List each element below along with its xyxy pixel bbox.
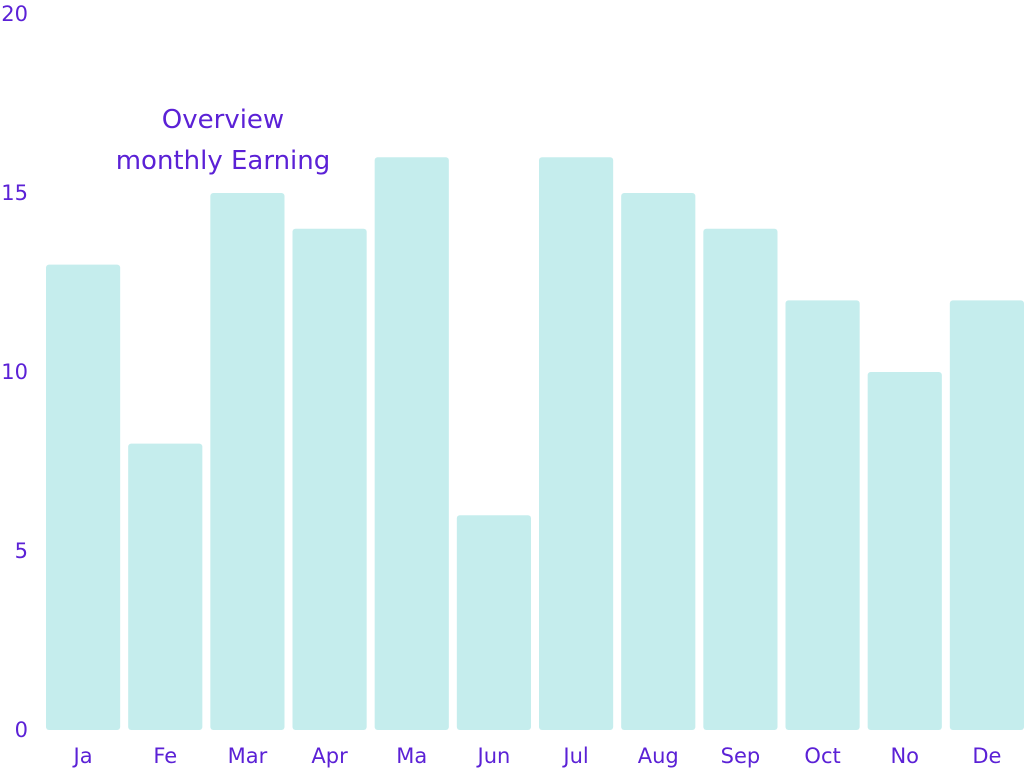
chart-title-line-1: Overview — [162, 105, 284, 135]
bar-jun — [456, 515, 531, 730]
y-tick-label-15: 15 — [1, 181, 28, 205]
x-tick-label-jun: Jun — [476, 744, 511, 768]
y-tick-label-20: 20 — [1, 2, 28, 26]
x-tick-label-aug: Aug — [638, 744, 679, 768]
bar-fe — [128, 443, 203, 730]
bar-apr — [292, 228, 367, 731]
x-tick-label-de: De — [972, 744, 1001, 768]
bar-aug — [621, 193, 696, 730]
chart-title: Overview monthly Earning — [116, 105, 331, 176]
x-tick-label-jul: Jul — [561, 744, 588, 768]
x-tick-label-ja: Ja — [72, 744, 93, 768]
x-axis-category-labels: Ja Fe Mar Apr Ma Jun Jul Aug Sep Oct No De — [72, 744, 1002, 768]
bar-oct — [785, 300, 860, 730]
y-tick-label-10: 10 — [1, 360, 28, 384]
bar-de — [949, 300, 1024, 730]
bars-layer — [46, 157, 1024, 731]
x-tick-label-sep: Sep — [721, 744, 761, 768]
x-tick-label-no: No — [890, 744, 919, 768]
x-tick-label-apr: Apr — [311, 744, 348, 768]
bar-sep — [703, 228, 778, 731]
bar-ja — [46, 264, 121, 730]
x-tick-label-oct: Oct — [804, 744, 840, 768]
y-tick-label-5: 5 — [15, 539, 28, 563]
bar-ma — [374, 157, 449, 730]
bar-no — [867, 372, 942, 730]
chart-title-line-2: monthly Earning — [116, 146, 331, 176]
y-tick-label-0: 0 — [15, 718, 28, 742]
x-tick-label-fe: Fe — [153, 744, 177, 768]
x-tick-label-ma: Ma — [396, 744, 427, 768]
bar-jul — [539, 157, 614, 730]
x-tick-label-mar: Mar — [228, 744, 268, 768]
y-axis-tick-labels: 0 5 10 15 20 — [1, 2, 28, 742]
bar-mar — [210, 193, 285, 730]
